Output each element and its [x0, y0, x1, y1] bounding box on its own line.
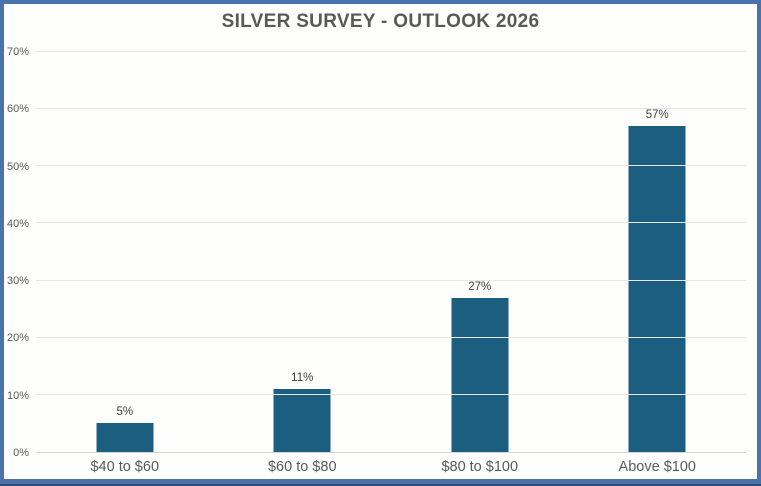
x-axis-category-label: $60 to $80 [267, 459, 337, 475]
x-axis-category-label: Above $100 [618, 459, 696, 475]
bar-value-label: 11% [291, 372, 314, 385]
chart-title: SILVER SURVEY - OUTLOOK 2026 [221, 11, 540, 32]
y-axis-tick-label: 0% [13, 447, 29, 459]
bar-slot: 5% [36, 52, 214, 452]
bar-value-label: 27% [468, 280, 492, 293]
gridline [36, 108, 746, 110]
bar-slot: 57% [569, 52, 747, 452]
plot-area: 5% 11% 27% 57% [36, 51, 746, 453]
y-axis-tick-labels: 0% 10% 20% 30% 40% 50% 60% 70% [4, 46, 31, 459]
bar [628, 126, 686, 452]
gridline [36, 222, 746, 224]
y-axis-tick-label: 20% [6, 332, 29, 345]
gridline [36, 51, 746, 52]
bar-series: 5% 11% 27% 57% [36, 52, 746, 452]
bar-value-label: 57% [645, 109, 669, 122]
bar-slot: 27% [391, 52, 569, 452]
bar-slot: 11% [214, 52, 392, 452]
bar [273, 389, 331, 452]
gridline [36, 165, 746, 167]
gridline [36, 279, 746, 281]
bar [451, 297, 509, 452]
y-axis-tick-label: 30% [6, 275, 29, 288]
x-axis-category-label: $40 to $60 [90, 459, 160, 475]
x-axis-category-label: $80 to $100 [441, 459, 519, 475]
x-axis-category-labels: $40 to $60 $60 to $80 $80 to $100 Above $10… [36, 456, 746, 478]
y-axis-tick-label: 10% [6, 389, 29, 402]
bar-chart: SILVER SURVEY - OUTLOOK 2026 0% 10% 20% 30%… [4, 4, 757, 479]
gridline [36, 336, 746, 338]
y-axis-tick-label: 40% [6, 217, 29, 230]
y-axis-tick-label: 50% [6, 160, 29, 173]
bar [96, 423, 154, 452]
gridline [36, 393, 746, 395]
y-axis-tick-label: 60% [6, 103, 29, 116]
y-axis-tick-label: 70% [6, 46, 29, 58]
bar-value-label: 5% [116, 406, 134, 419]
